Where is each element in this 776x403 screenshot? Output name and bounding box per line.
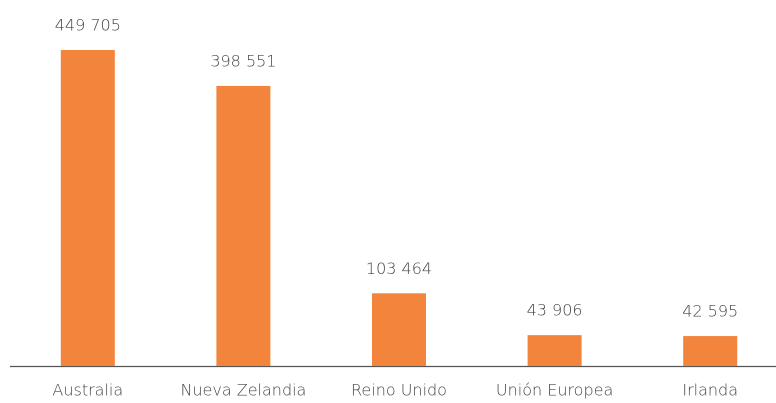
value-label: 398 551: [210, 51, 276, 70]
bar: [527, 335, 582, 366]
value-label: 42 595: [682, 302, 738, 321]
value-label: 43 906: [527, 301, 583, 320]
bar: [372, 293, 426, 366]
x-tick-label: Australia: [52, 381, 123, 400]
bar: [60, 50, 115, 366]
value-label: 103 464: [366, 259, 432, 278]
value-label: 449 705: [55, 16, 121, 35]
bar: [216, 85, 271, 366]
x-tick-label: Nueva Zelandia: [180, 381, 306, 400]
x-tick-label: Irlanda: [682, 381, 738, 400]
x-tick-label: Reino Unido: [351, 381, 447, 400]
bar: [683, 336, 738, 366]
x-tick-label: Unión Europea: [496, 381, 613, 400]
